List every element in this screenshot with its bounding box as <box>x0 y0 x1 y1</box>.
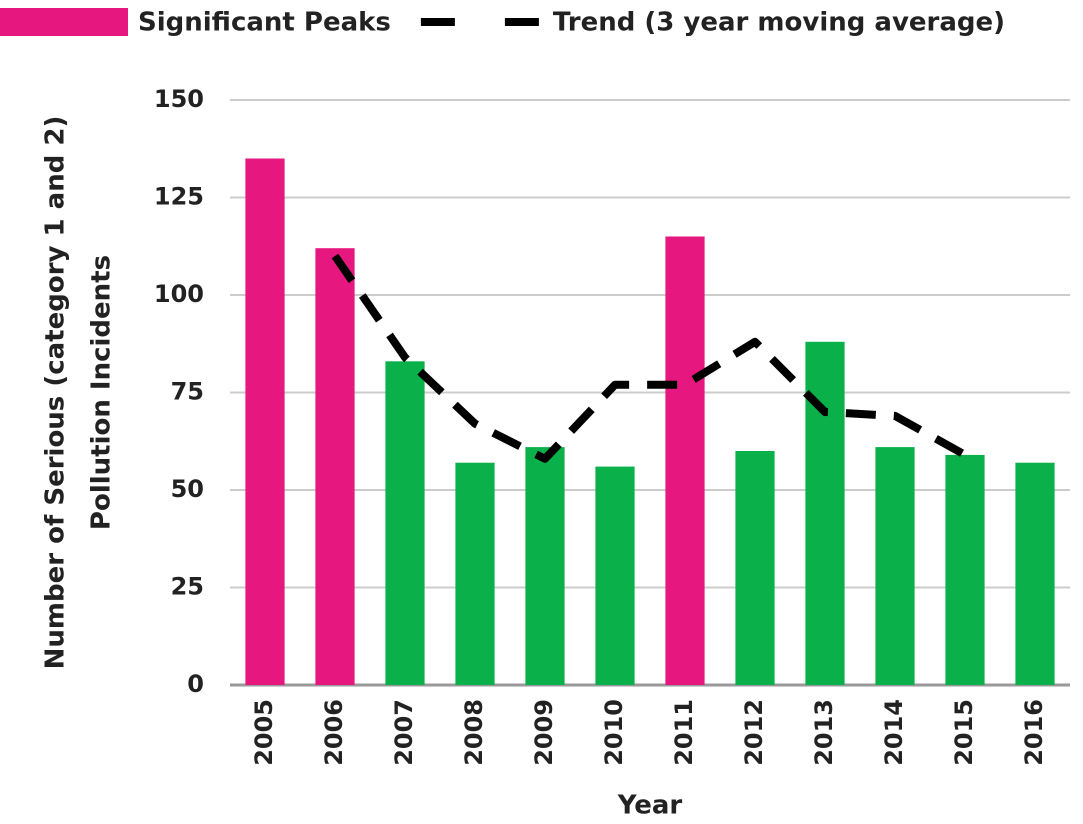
x-tick-label: 2012 <box>740 699 768 766</box>
bar <box>245 158 285 685</box>
y-axis-label: Number of Serious (category 1 and 2) <box>41 116 71 670</box>
y-tick-label: 75 <box>171 378 204 406</box>
bar <box>385 361 425 685</box>
x-tick-label: 2013 <box>810 699 838 766</box>
x-axis-label: Year <box>617 791 683 821</box>
x-tick-label: 2010 <box>600 699 628 766</box>
y-axis-label: Pollution Incidents <box>87 255 117 530</box>
x-tick-label: 2008 <box>460 699 488 766</box>
x-tick-label: 2006 <box>320 699 348 766</box>
y-tick-label: 25 <box>171 573 204 601</box>
trend-line <box>331 253 967 463</box>
bar <box>525 447 565 685</box>
x-tick-label: 2014 <box>880 699 908 766</box>
legend-label: Significant Peaks <box>138 8 391 38</box>
x-tick-label: 2011 <box>670 699 698 766</box>
x-tick-label: 2015 <box>950 699 978 766</box>
bar <box>595 466 635 685</box>
x-tick-label: 2005 <box>250 699 278 766</box>
x-tick-label: 2009 <box>530 699 558 766</box>
bar <box>1015 462 1055 685</box>
x-tick-label: 2016 <box>1020 699 1048 766</box>
y-tick-label: 100 <box>154 280 204 308</box>
y-tick-label: 0 <box>187 670 204 698</box>
y-tick-label: 125 <box>154 183 204 211</box>
legend-label: Trend (3 year moving average) <box>553 8 1005 38</box>
bar <box>315 248 355 685</box>
bar <box>945 454 985 685</box>
y-tick-label: 50 <box>171 475 204 503</box>
bar <box>875 447 915 685</box>
y-tick-label: 150 <box>154 85 204 113</box>
bar <box>735 451 775 685</box>
x-tick-label: 2007 <box>390 699 418 766</box>
legend-swatch <box>0 8 128 36</box>
bar <box>455 462 495 685</box>
bar <box>665 236 705 685</box>
